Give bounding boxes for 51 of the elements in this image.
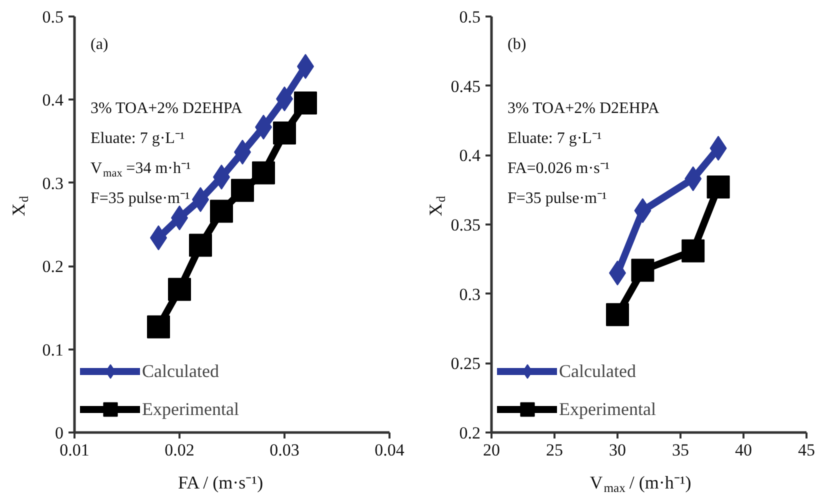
- point: [273, 121, 296, 144]
- x-tick-label: 0.01: [60, 440, 90, 460]
- annotation: F=35 pulse·m⁻¹: [90, 190, 190, 207]
- annotation: Eluate: 7 g·L⁻¹: [90, 130, 185, 147]
- annotation: FA=0.026 m·s⁻¹: [508, 160, 610, 177]
- y-tick-label: 0.4: [42, 90, 64, 110]
- y-tick-label: 0: [55, 424, 64, 442]
- x-tick-label: 0.03: [270, 440, 300, 460]
- y-tick-label: 0.1: [42, 340, 64, 360]
- y-tick-label: 0.2: [459, 424, 480, 442]
- x-tick-label: 40: [735, 440, 752, 460]
- y-tick-label: 0.3: [42, 174, 64, 193]
- point: [147, 315, 170, 338]
- point: [189, 234, 212, 257]
- point: [231, 178, 254, 202]
- annotation: (b): [508, 36, 526, 53]
- annotation: 3% TOA+2% D2EHPA: [508, 100, 660, 117]
- point: [631, 258, 654, 282]
- y-tick-label: 0.2: [42, 257, 64, 276]
- y-tick-label: 0.5: [42, 8, 64, 26]
- y-axis-title: Xd: [426, 195, 448, 216]
- y-tick-label: 0.45: [450, 76, 480, 96]
- point: [606, 303, 629, 326]
- annotation: F=35 pulse·m⁻¹: [508, 190, 607, 207]
- y-tick-label: 0.4: [459, 146, 481, 166]
- y-tick-label: 0.3: [459, 284, 480, 304]
- legend-label: Calculated: [559, 360, 636, 382]
- legend-label: Experimental: [559, 398, 656, 420]
- annotation: (a): [90, 36, 108, 53]
- x-tick-label: 35: [672, 440, 689, 460]
- point: [168, 278, 191, 301]
- point: [294, 92, 317, 115]
- legend-label: Calculated: [142, 360, 219, 382]
- point: [252, 161, 275, 184]
- y-axis-title: Xd: [8, 195, 31, 216]
- x-tick-label: 25: [546, 440, 563, 460]
- x-tick-label: 45: [798, 440, 815, 460]
- x-tick-label: 20: [483, 440, 500, 460]
- point: [682, 239, 705, 262]
- y-tick-label: 0.35: [450, 216, 480, 234]
- y-tick-label: 0.5: [459, 8, 480, 26]
- point: [706, 176, 730, 199]
- legend-label: Experimental: [142, 398, 239, 420]
- annotation: Eluate: 7 g·L⁻¹: [508, 130, 602, 147]
- point: [210, 200, 233, 223]
- annotation: 3% TOA+2% D2EHPA: [90, 100, 243, 117]
- x-tick-label: 30: [609, 440, 626, 460]
- x-tick-label: 0.04: [374, 440, 405, 460]
- x-tick-label: 0.02: [164, 440, 194, 460]
- y-tick-label: 0.25: [450, 354, 480, 374]
- x-axis-title: FA / (m·s⁻¹): [178, 472, 264, 492]
